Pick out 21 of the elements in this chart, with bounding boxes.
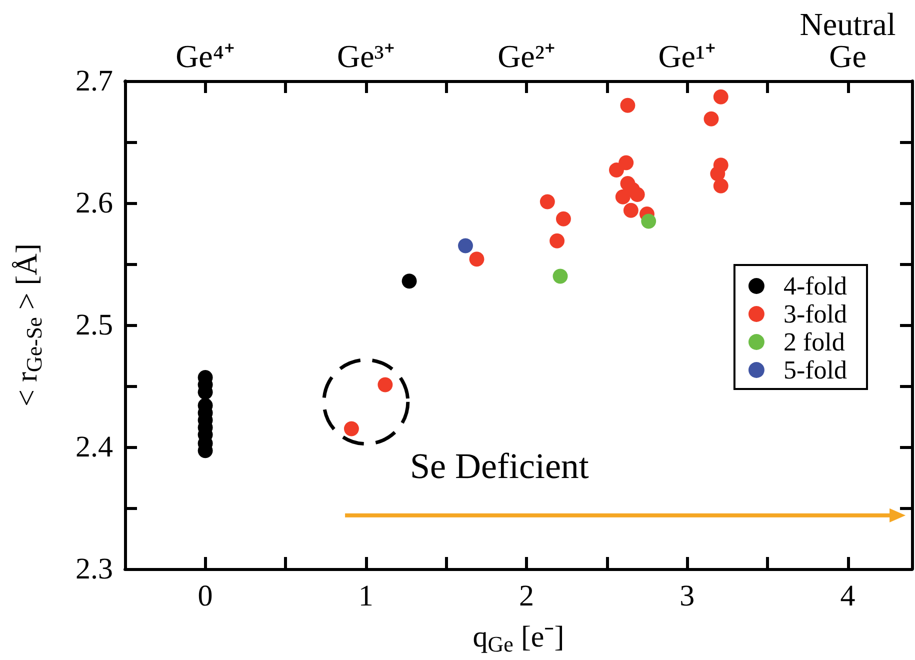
y-tick-label: 2.6 <box>76 186 113 220</box>
y-tick-label: 2.4 <box>76 430 113 464</box>
x-tick-label: 4 <box>840 580 856 612</box>
text: Ge⁴⁺ <box>176 38 236 74</box>
text: Neutral Ge <box>800 6 896 74</box>
legend-label: 2 fold <box>783 328 845 356</box>
legend-label: 5-fold <box>783 356 848 384</box>
text: Ge²⁺ <box>498 38 556 74</box>
y-tick-label: 2.7 <box>76 64 113 98</box>
annotation: Se Deficient <box>410 446 589 486</box>
text: Ge¹⁺ <box>658 38 716 74</box>
text: Ge³⁺ <box>336 38 395 74</box>
x-tick-label: 1 <box>358 580 374 612</box>
legend-label: 4-fold <box>783 272 848 300</box>
x-tick-label: 2 <box>519 580 534 612</box>
x-tick-label: 0 <box>198 580 213 612</box>
y-tick-label: 2.5 <box>76 308 113 342</box>
y-axis-title: < rGe-Se > [Å] <box>10 244 46 406</box>
x-tick-label: 3 <box>680 580 695 612</box>
legend-label: 3-fold <box>783 300 848 328</box>
y-tick-label: 2.3 <box>76 552 113 586</box>
